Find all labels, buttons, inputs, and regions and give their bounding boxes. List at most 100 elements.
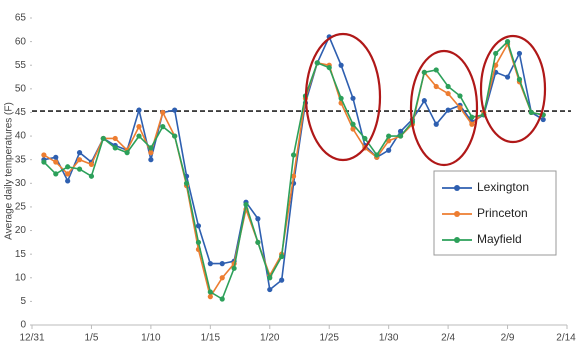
y-tick-label: 30 <box>15 178 27 189</box>
point <box>469 121 475 127</box>
highlight-ellipse <box>479 34 547 144</box>
y-tick-label: 40 <box>15 131 27 142</box>
y-tick-label: 55 <box>15 60 27 71</box>
point <box>362 135 368 142</box>
y-tick-label: 45 <box>15 107 27 118</box>
point <box>338 95 344 101</box>
point <box>386 147 392 153</box>
point <box>504 39 511 45</box>
point <box>219 296 225 302</box>
point <box>65 164 71 170</box>
point <box>493 50 499 57</box>
point <box>314 60 320 66</box>
point <box>136 124 142 130</box>
y-tick-label: 60 <box>15 36 27 47</box>
point <box>350 121 356 127</box>
y-tick-label: 5 <box>20 296 26 307</box>
legend-marker <box>454 211 460 217</box>
point <box>65 178 71 184</box>
x-tick-label: 1/10 <box>141 333 161 343</box>
point <box>41 159 47 165</box>
point <box>183 180 190 186</box>
y-tick-label: 20 <box>15 225 27 236</box>
y-tick-label: 15 <box>15 249 27 260</box>
point <box>267 286 273 293</box>
x-tick-label: 2/14 <box>556 333 576 343</box>
x-tick-label: 1/15 <box>201 333 221 343</box>
point <box>112 145 118 151</box>
point <box>195 223 202 229</box>
x-tick-label: 2/9 <box>501 333 515 343</box>
point <box>88 161 95 168</box>
point <box>160 124 166 130</box>
point <box>433 121 439 127</box>
point <box>374 152 380 158</box>
point <box>76 150 83 156</box>
x-tick-label: 1/20 <box>260 333 280 343</box>
legend-label: Mayfield <box>477 232 522 246</box>
highlight-ellipse <box>304 32 382 162</box>
point <box>65 171 71 177</box>
point <box>255 216 261 222</box>
point <box>231 265 237 271</box>
point <box>516 76 523 82</box>
point <box>148 145 154 151</box>
point <box>112 135 118 142</box>
point <box>136 133 142 139</box>
point <box>53 154 59 160</box>
point <box>195 239 202 245</box>
point <box>338 62 344 68</box>
point <box>88 173 95 179</box>
point <box>243 201 249 208</box>
point <box>76 157 83 163</box>
point <box>207 289 213 295</box>
y-tick-label: 50 <box>15 83 27 94</box>
point <box>160 109 166 116</box>
point <box>421 69 427 75</box>
point <box>207 294 213 300</box>
y-tick-label: 10 <box>15 272 27 283</box>
x-tick-label: 1/25 <box>319 333 339 343</box>
y-tick-label: 35 <box>15 154 27 165</box>
point <box>516 50 523 57</box>
x-tick-label: 12/31 <box>19 333 44 343</box>
point <box>457 93 463 99</box>
y-tick-label: 25 <box>15 202 27 213</box>
y-tick-label: 0 <box>20 320 26 331</box>
point <box>421 98 427 104</box>
point <box>290 152 297 158</box>
x-tick-label: 2/4 <box>441 333 455 343</box>
point <box>41 152 47 158</box>
point <box>397 128 404 134</box>
point <box>53 171 59 177</box>
point <box>540 116 546 123</box>
point <box>386 133 392 139</box>
series-line <box>43 41 544 299</box>
point <box>124 150 130 156</box>
point <box>279 253 285 260</box>
point <box>100 135 106 142</box>
point <box>136 107 142 113</box>
point <box>207 261 213 267</box>
point <box>397 133 404 139</box>
point <box>445 107 451 113</box>
point <box>469 114 475 120</box>
point <box>172 133 178 139</box>
series-line <box>43 40 544 301</box>
point <box>433 67 439 73</box>
point <box>326 64 332 71</box>
point <box>219 275 225 281</box>
point <box>53 159 59 165</box>
point <box>433 83 439 90</box>
point <box>504 74 511 80</box>
highlight-ellipse <box>409 49 479 167</box>
x-tick-label: 1/5 <box>84 333 98 343</box>
y-axis-label: Average daily temperatures (F) <box>4 102 15 240</box>
point <box>172 107 178 113</box>
point <box>148 157 154 163</box>
legend-marker <box>454 237 460 243</box>
point <box>290 173 297 179</box>
point <box>350 95 356 101</box>
point <box>457 105 463 111</box>
